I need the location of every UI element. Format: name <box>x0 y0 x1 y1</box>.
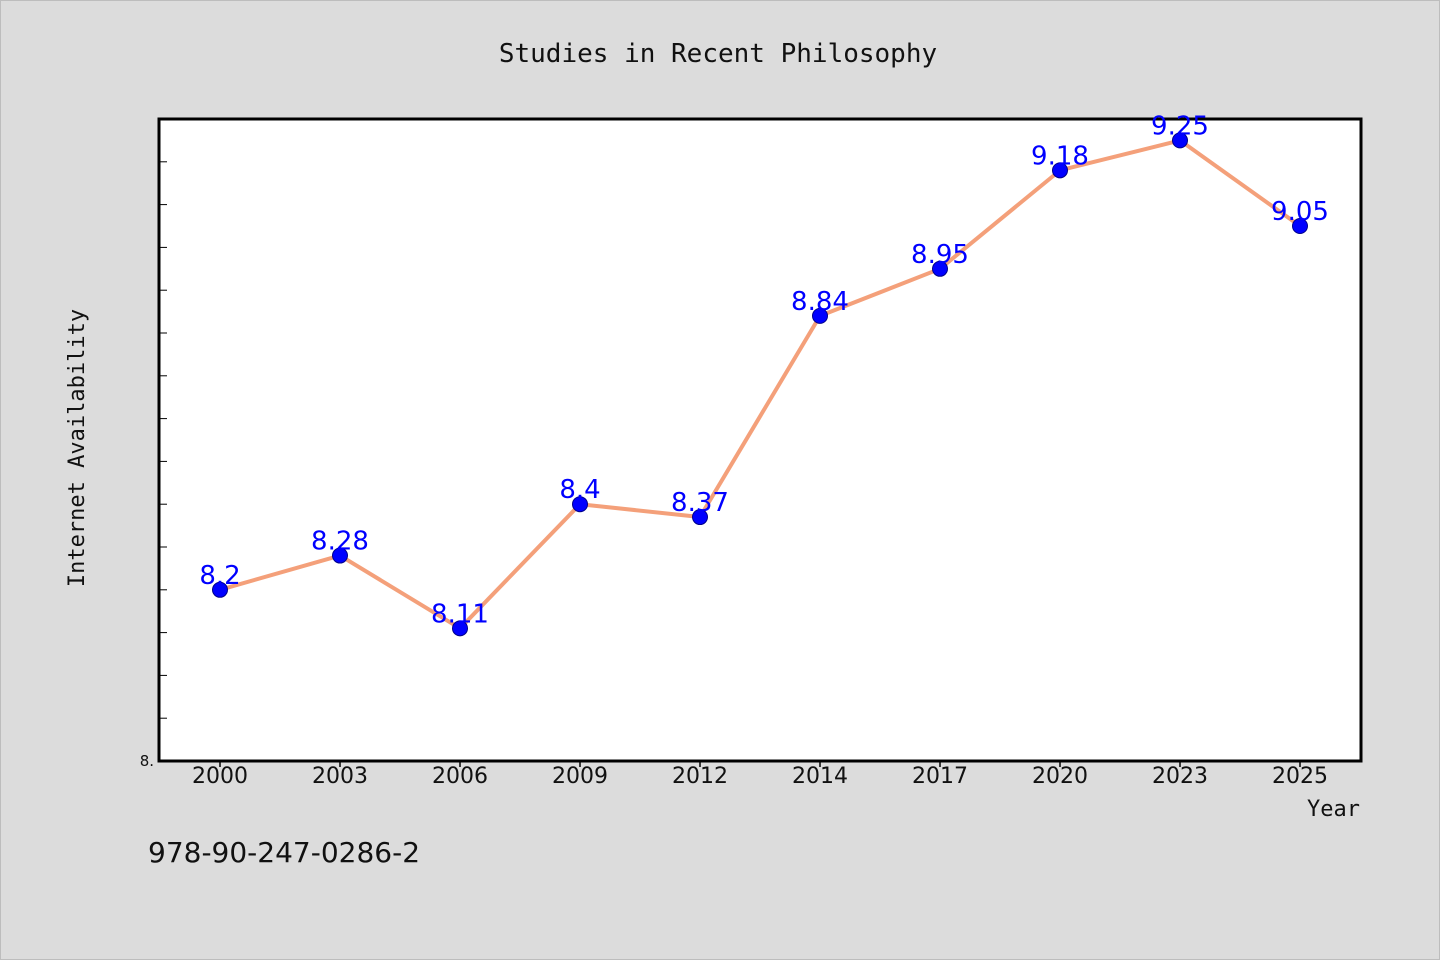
series-markers <box>212 132 1308 637</box>
data-point <box>212 581 228 598</box>
data-point <box>1292 218 1308 234</box>
x-tick-label: 2023 <box>1152 764 1208 789</box>
x-axis-ticks: 2000 2003 2006 2009 2012 2014 2017 2020 2023 2025 <box>192 761 1328 789</box>
data-point <box>572 496 588 513</box>
data-point <box>1052 162 1068 179</box>
data-labels: 8.2 8.28 8.11 8.4 8.37 8.84 8.95 9.18 9.25 9.05 <box>199 111 1329 629</box>
footer-isbn: 978-90-247-0286-2 <box>148 836 420 869</box>
data-point <box>1172 132 1188 149</box>
x-tick-label: 2003 <box>312 764 368 789</box>
x-tick-label: 2009 <box>552 764 608 789</box>
x-tick-label: 2012 <box>672 764 728 789</box>
data-label: 8.11 <box>431 599 489 629</box>
x-tick-label: 2020 <box>1032 764 1088 789</box>
data-label: 8.84 <box>791 287 849 317</box>
y-axis-label: Internet Availability <box>65 309 90 587</box>
data-label: 9.25 <box>1151 111 1209 141</box>
data-label: 8.37 <box>671 488 729 518</box>
y-tick-label: 8. <box>140 752 154 770</box>
data-point <box>692 509 708 526</box>
data-label: 8.95 <box>911 240 969 270</box>
data-label: 8.4 <box>559 475 600 505</box>
chart-title: Studies in Recent Philosophy <box>499 39 937 69</box>
data-point <box>452 620 468 637</box>
x-axis-label: Year <box>1307 797 1360 822</box>
x-tick-label: 2006 <box>432 764 488 789</box>
data-label: 9.18 <box>1031 141 1089 171</box>
plot-area <box>157 117 1363 763</box>
x-tick-label: 2025 <box>1272 764 1328 789</box>
data-label: 8.28 <box>311 527 369 557</box>
data-point <box>332 547 348 564</box>
data-point <box>812 307 828 324</box>
data-point <box>932 260 948 277</box>
data-label: 8.2 <box>199 561 240 591</box>
data-label: 9.05 <box>1271 197 1329 227</box>
x-tick-label: 2017 <box>912 764 968 789</box>
x-tick-label: 2014 <box>792 764 848 789</box>
series-line <box>219 138 1302 631</box>
y-axis-ticks: 8. <box>140 161 167 770</box>
x-tick-label: 2000 <box>192 764 248 789</box>
